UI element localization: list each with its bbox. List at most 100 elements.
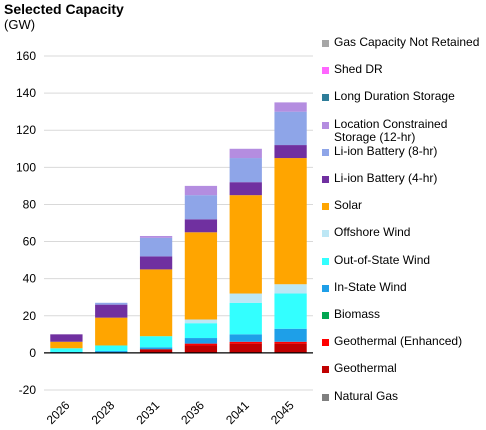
legend-swatch xyxy=(322,257,329,265)
bar-segment xyxy=(274,102,307,112)
bar-segment xyxy=(50,341,83,349)
legend-label: Li-ion Battery (8-hr) xyxy=(334,143,438,158)
chart-subtitle: (GW) xyxy=(4,17,36,32)
bar-segment xyxy=(139,349,173,353)
legend-swatch xyxy=(322,393,329,401)
bar-segment xyxy=(50,348,83,352)
chart-title: Selected Capacity xyxy=(4,1,124,17)
bar-segment xyxy=(184,195,218,220)
bar-segment xyxy=(274,328,307,342)
bar-segment xyxy=(139,269,173,337)
legend-label: Shed DR xyxy=(334,62,383,77)
bar-segment xyxy=(95,345,128,352)
bar-segment xyxy=(50,334,83,342)
legend-swatch xyxy=(322,148,329,156)
bar-segment xyxy=(139,347,173,350)
legend-swatch xyxy=(322,94,329,102)
legend-label: Long Duration Storage xyxy=(334,89,455,104)
bar-segment xyxy=(184,219,218,233)
bar-segment xyxy=(184,319,218,324)
legend-label: Gas Capacity Not Retained xyxy=(334,35,480,49)
legend-label: Solar xyxy=(334,198,363,213)
legend-label: Natural Gas xyxy=(334,388,399,403)
legend-swatch xyxy=(322,40,329,47)
bar-segment xyxy=(274,111,307,146)
legend-item: Natural Gas xyxy=(322,388,486,403)
bar-segment xyxy=(139,256,173,270)
bar-segment xyxy=(229,334,262,342)
bar-segment xyxy=(229,182,262,196)
legend-swatch xyxy=(322,230,329,238)
legend-item: Biomass xyxy=(322,308,486,321)
legend-item: Geothermal (Enhanced) xyxy=(322,335,486,348)
bar-segment xyxy=(184,185,218,196)
bar-segment xyxy=(229,341,262,344)
y-tick-label: -20 xyxy=(19,383,37,397)
bar-segment xyxy=(184,345,218,353)
legend-label: Out-of-State Wind xyxy=(334,252,431,267)
bar-segment xyxy=(139,235,173,238)
bar-segment xyxy=(229,158,262,183)
bar-segment xyxy=(184,343,218,346)
legend-item: Offshore Wind xyxy=(322,226,486,239)
x-tick-label: 2026 xyxy=(44,398,73,427)
legend-item: Li-ion Battery (8-hr) xyxy=(322,143,486,158)
legend-item: Long Duration Storage xyxy=(322,90,486,103)
bar-segment xyxy=(95,351,128,353)
bar-segment xyxy=(229,302,262,335)
x-tick-label: 2041 xyxy=(223,398,252,427)
x-tick-label: 2036 xyxy=(178,398,207,427)
bar-segment xyxy=(274,158,307,285)
bar-segment xyxy=(229,343,262,353)
bar-segment xyxy=(229,148,262,159)
y-tick-label: 40 xyxy=(23,272,37,286)
bar-segment xyxy=(184,323,218,339)
legend-label: In-State Wind xyxy=(334,279,407,294)
legend-item: Gas Capacity Not Retained xyxy=(322,36,486,49)
bar-segment xyxy=(274,343,307,353)
legend-item: Solar xyxy=(322,199,486,212)
bar-segment xyxy=(139,336,173,348)
legend-item: Geothermal xyxy=(322,362,486,375)
legend-swatch xyxy=(322,67,329,75)
x-tick-label: 2028 xyxy=(89,398,118,427)
legend-label: Location Constrained Storage (12-hr) xyxy=(334,116,448,144)
y-tick-label: 20 xyxy=(23,309,37,323)
y-tick-label: 80 xyxy=(23,197,37,211)
legend-swatch xyxy=(322,284,329,292)
legend-item: Li-ion Battery (4-hr) xyxy=(322,172,486,185)
y-tick-label: 0 xyxy=(29,346,36,360)
bar-segment xyxy=(139,237,173,257)
y-tick-label: 60 xyxy=(23,235,37,249)
bar-segment xyxy=(95,317,128,346)
bar-segment xyxy=(274,293,307,329)
bar-segment xyxy=(229,293,262,303)
bar-segment xyxy=(274,341,307,344)
bar-segment xyxy=(184,232,218,320)
y-tick-label: 140 xyxy=(16,86,36,100)
legend-label: Geothermal (Enhanced) xyxy=(334,334,463,349)
legend-swatch xyxy=(322,312,329,319)
bar-segment xyxy=(95,304,128,318)
legend-label: Offshore Wind xyxy=(334,225,411,240)
bar-segment xyxy=(229,195,262,294)
legend-label: Biomass xyxy=(334,307,381,321)
legend-item: Location Constrained Storage (12-hr) xyxy=(322,116,486,144)
legend-label: Li-ion Battery (4-hr) xyxy=(334,171,438,185)
legend-swatch xyxy=(322,121,329,129)
bar-segment xyxy=(95,302,128,305)
y-tick-label: 160 xyxy=(16,49,36,63)
bar-segment xyxy=(184,338,218,344)
y-tick-label: 120 xyxy=(16,123,36,137)
legend-label: Geothermal xyxy=(334,361,397,376)
bar-segment xyxy=(274,145,307,159)
legend-swatch xyxy=(322,339,329,347)
legend-swatch xyxy=(322,366,329,374)
legend-item: In-State Wind xyxy=(322,279,486,294)
bar-segment xyxy=(274,284,307,294)
legend-item: Out-of-State Wind xyxy=(322,252,486,267)
legend-swatch xyxy=(322,176,329,183)
legend-item: Shed DR xyxy=(322,63,486,76)
x-tick-label: 2031 xyxy=(133,398,162,427)
